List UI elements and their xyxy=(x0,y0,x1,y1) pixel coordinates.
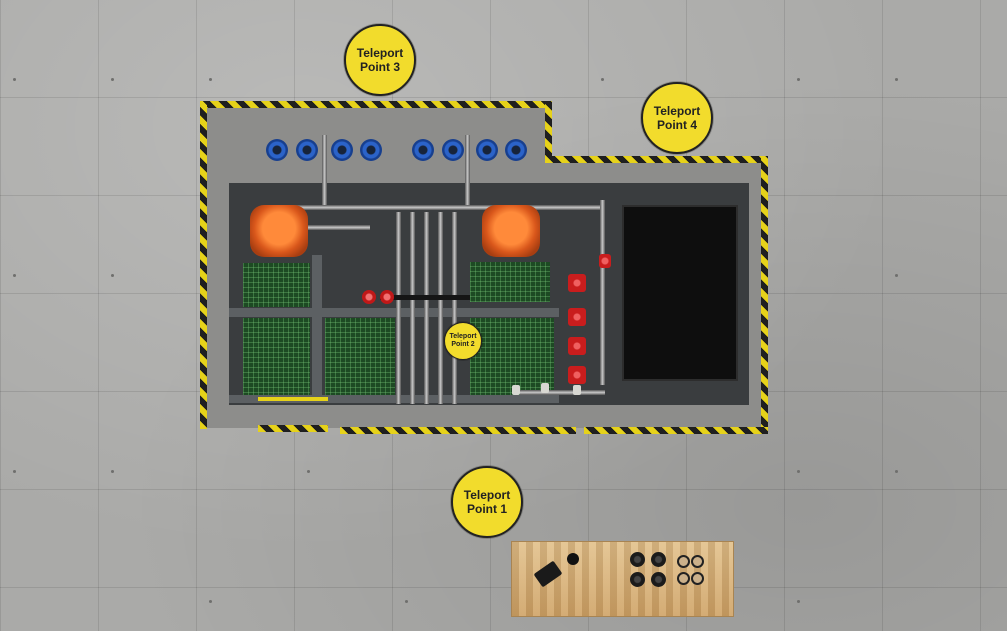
structural-beam xyxy=(229,308,559,317)
floor-anchor xyxy=(895,470,898,473)
red-valve-icon[interactable] xyxy=(568,274,586,292)
red-valve-icon[interactable] xyxy=(568,337,586,355)
floor-anchor xyxy=(209,78,212,81)
floor-anchor xyxy=(895,274,898,277)
structural-beam xyxy=(229,395,559,403)
teleport-point-1[interactable]: Teleport Point 1 xyxy=(451,466,523,538)
floor-grating xyxy=(325,318,395,396)
floor-anchor xyxy=(111,274,114,277)
pipe xyxy=(424,212,429,404)
blue-pump-icon[interactable] xyxy=(296,139,318,161)
red-valve-icon[interactable] xyxy=(568,308,586,326)
floor-grating xyxy=(470,318,554,396)
part-disc[interactable] xyxy=(630,552,645,567)
hazard-stripe-right xyxy=(761,156,768,432)
blue-pump-icon[interactable] xyxy=(360,139,382,161)
pipe xyxy=(300,225,370,230)
hazard-stripe-step xyxy=(545,101,552,163)
part-ring[interactable] xyxy=(677,555,690,568)
red-valve-icon[interactable] xyxy=(568,366,586,384)
pipe xyxy=(410,212,415,404)
floor-anchor xyxy=(13,78,16,81)
pipe xyxy=(600,200,605,385)
floor-anchor xyxy=(601,78,604,81)
hazard-stripe-bottom-c xyxy=(584,427,768,434)
teleport-point-4[interactable]: Teleport Point 4 xyxy=(641,82,713,154)
pipe xyxy=(520,390,605,395)
floor-anchor xyxy=(13,470,16,473)
blue-pump-icon[interactable] xyxy=(505,139,527,161)
part-ring[interactable] xyxy=(691,555,704,568)
control-screen[interactable] xyxy=(622,205,738,381)
orange-motor-icon[interactable] xyxy=(482,205,540,257)
sample-valve[interactable] xyxy=(573,385,581,395)
floor-anchor xyxy=(111,470,114,473)
structural-beam xyxy=(312,255,322,400)
floor-anchor xyxy=(111,78,114,81)
floor-anchor xyxy=(797,78,800,81)
floor-anchor xyxy=(405,600,408,603)
sample-valve[interactable] xyxy=(541,383,549,393)
red-valve-icon[interactable] xyxy=(362,290,376,304)
floor-anchor xyxy=(797,470,800,473)
blue-pump-icon[interactable] xyxy=(442,139,464,161)
blue-pump-icon[interactable] xyxy=(476,139,498,161)
hazard-stripe-top-left xyxy=(200,101,552,108)
blue-pump-icon[interactable] xyxy=(331,139,353,161)
red-valve-icon[interactable] xyxy=(599,254,611,268)
floor-grating xyxy=(243,263,310,307)
teleport-point-3[interactable]: Teleport Point 3 xyxy=(344,24,416,96)
part-disc[interactable] xyxy=(567,553,579,565)
pipe xyxy=(438,212,443,404)
part-disc[interactable] xyxy=(630,572,645,587)
floor-anchor xyxy=(797,600,800,603)
pipe xyxy=(452,212,457,404)
floor-marking xyxy=(258,397,328,401)
floor-anchor xyxy=(895,78,898,81)
teleport-point-2[interactable]: Teleport Point 2 xyxy=(444,322,482,360)
part-disc[interactable] xyxy=(651,572,666,587)
pipe xyxy=(322,135,327,205)
floor-anchor xyxy=(307,470,310,473)
floor-grating xyxy=(470,262,550,302)
tool-icon[interactable] xyxy=(533,560,563,588)
part-disc[interactable] xyxy=(651,552,666,567)
blue-pump-icon[interactable] xyxy=(266,139,288,161)
part-ring[interactable] xyxy=(691,572,704,585)
floor-anchor xyxy=(209,600,212,603)
hazard-stripe-left xyxy=(200,101,207,429)
hazard-stripe-top-right xyxy=(545,156,767,163)
orange-motor-icon[interactable] xyxy=(250,205,308,257)
pipe xyxy=(396,212,401,404)
pipe xyxy=(465,135,470,205)
floor-anchor xyxy=(13,274,16,277)
pipe xyxy=(380,295,470,300)
hazard-stripe-bottom-a xyxy=(258,425,328,432)
hazard-stripe-bottom-b xyxy=(340,427,576,434)
floor-grating xyxy=(243,318,310,396)
part-ring[interactable] xyxy=(677,572,690,585)
sample-valve[interactable] xyxy=(512,385,520,395)
blue-pump-icon[interactable] xyxy=(412,139,434,161)
workbench-table[interactable] xyxy=(511,541,734,617)
red-valve-icon[interactable] xyxy=(380,290,394,304)
pipe xyxy=(280,205,600,210)
